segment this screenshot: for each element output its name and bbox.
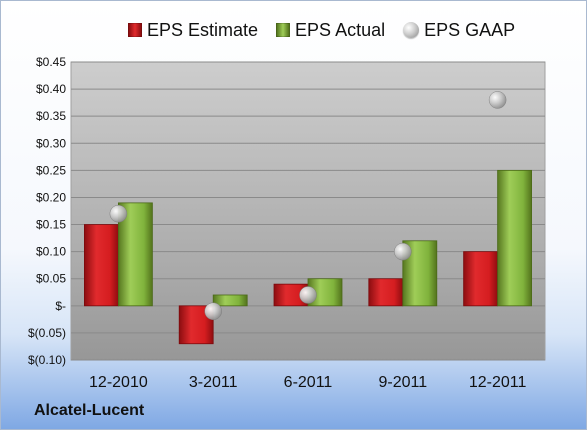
y-tick-label: $-: [55, 299, 66, 313]
legend-label-estimate: EPS Estimate: [147, 19, 259, 40]
x-category-label: 3-2011: [189, 374, 238, 391]
y-tick-label: $0.05: [36, 272, 66, 286]
y-tick-label: $0.25: [36, 163, 66, 177]
x-category-label: 6-2011: [284, 374, 333, 391]
legend-item-estimate: EPS Estimate: [128, 20, 258, 41]
actual-bar: [402, 240, 438, 307]
x-category-label: 12-2010: [89, 374, 148, 391]
legend-swatch-estimate: [128, 23, 142, 37]
y-tick-label: $0.35: [36, 109, 66, 123]
chart-legend: EPS Estimate EPS Actual EPS GAAP: [128, 18, 515, 42]
legend-label-gaap: EPS GAAP: [424, 19, 516, 40]
legend-label-actual: EPS Actual: [295, 19, 386, 40]
gaap-marker: [299, 286, 317, 304]
gaap-marker: [488, 91, 507, 109]
y-tick-label: $0.40: [36, 82, 66, 96]
x-category-label: 12-2011: [469, 374, 527, 391]
y-tick-label: $0.20: [36, 190, 66, 204]
y-tick-label: $0.45: [36, 55, 66, 69]
estimate-bar: [84, 224, 119, 307]
y-tick-label: $(0.05): [28, 326, 66, 340]
company-label: Alcatel-Lucent: [34, 402, 145, 419]
actual-bar: [497, 169, 533, 307]
legend-swatch-gaap: [403, 22, 420, 38]
estimate-bar: [463, 251, 499, 307]
estimate-bar: [368, 278, 404, 307]
legend-item-actual: EPS Actual: [276, 20, 385, 41]
actual-bar: [212, 294, 248, 307]
gaap-marker: [394, 242, 412, 261]
legend-item-gaap: EPS GAAP: [403, 20, 515, 41]
gaap-marker: [109, 204, 128, 223]
y-tick-label: $0.10: [36, 245, 66, 259]
legend-swatch-actual: [276, 23, 291, 37]
y-tick-label: $0.15: [36, 218, 66, 232]
x-category-label: 9-2011: [378, 374, 427, 391]
y-tick-label: $(0.10): [28, 353, 66, 367]
y-tick-label: $0.30: [36, 136, 66, 150]
gaap-marker: [204, 302, 222, 320]
